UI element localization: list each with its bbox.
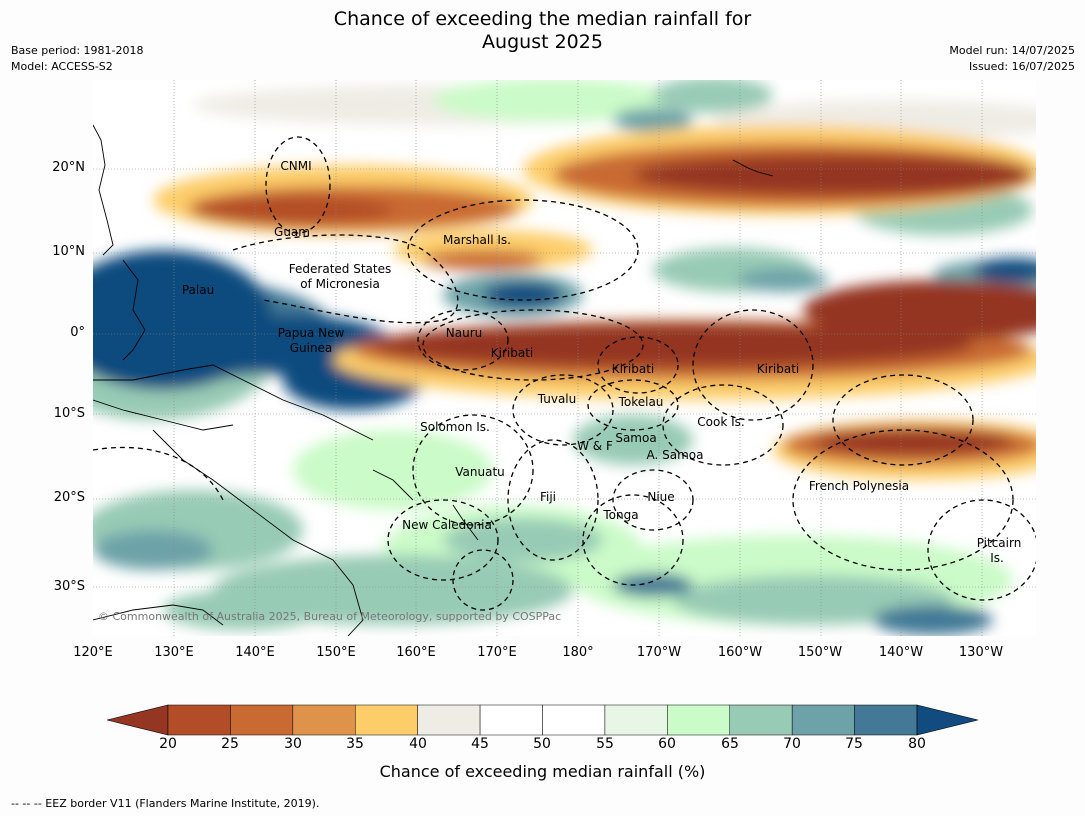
place-label: Tonga (603, 508, 639, 522)
colorbar-cell (791, 704, 855, 736)
place-label: Cook Is. (697, 415, 745, 429)
lon-tick-130e: 130°E (154, 645, 194, 660)
place-label: of Micronesia (300, 277, 380, 291)
colorbar-label: 45 (471, 736, 489, 752)
lon-tick-160e: 160°E (396, 645, 436, 660)
place-label: CNMI (280, 159, 312, 173)
model-run-date: Model run: 14/07/2025 (949, 44, 1075, 57)
place-label: Kiribati (756, 362, 800, 376)
colorbar-cell (355, 704, 418, 736)
place-label: New Caledonia (402, 518, 492, 532)
lon-tick-150e: 150°E (316, 645, 356, 660)
colorbar-cell (729, 704, 793, 736)
colorbar-cells (167, 704, 918, 736)
colorbar-title: Chance of exceeding median rainfall (%) (379, 762, 706, 781)
lon-tick-180: 180° (562, 645, 594, 660)
colorbar-cell (667, 704, 730, 736)
lon-tick-130w: 130°W (958, 645, 1004, 660)
place-label: Solomon Is. (420, 420, 490, 434)
colorbar-cell (167, 704, 231, 736)
colorbar-label: 55 (596, 736, 614, 752)
colorbar-low-arrow (107, 704, 169, 736)
colorbar-cell (604, 704, 668, 736)
place-label: Marshall Is. (443, 233, 511, 247)
colorbar-label: 40 (409, 736, 427, 752)
copyright-notice: © Commonwealth of Australia 2025, Bureau… (98, 610, 562, 623)
lon-tick-150w: 150°W (797, 645, 843, 660)
eez-legend-note: -- -- -- EEZ border V11 (Flanders Marine… (11, 797, 320, 810)
colorbar-label: 50 (533, 736, 551, 752)
place-label: A. Samoa (646, 448, 704, 462)
colorbar-cell (479, 704, 543, 736)
place-label: Vanuatu (455, 465, 505, 479)
colorbar-cell (542, 704, 606, 736)
place-label: W & F (577, 439, 613, 453)
lat-tick-0: 0° (70, 325, 85, 340)
colorbar (107, 704, 979, 736)
model-name: Model: ACCESS-S2 (11, 60, 113, 73)
lat-tick-20s: 20°S (53, 490, 85, 505)
lat-tick-10n: 10°N (52, 244, 85, 259)
place-label: Samoa (615, 431, 657, 445)
colorbar-label: 75 (845, 736, 863, 752)
lon-tick-170e: 170°E (477, 645, 517, 660)
place-label: Palau (181, 283, 215, 297)
place-label: Nauru (445, 326, 483, 340)
place-label: Papua New (277, 326, 345, 340)
place-label: Kiribati (490, 346, 534, 360)
lon-tick-170w: 170°W (636, 645, 682, 660)
place-label: Kiribati (611, 362, 655, 376)
lat-tick-30s: 30°S (53, 579, 85, 594)
lon-tick-160w: 160°W (717, 645, 763, 660)
place-label: French Polynesia (808, 479, 910, 493)
graticule (93, 80, 1036, 636)
lon-tick-120e: 120°E (73, 645, 113, 660)
colorbar-cell (854, 704, 918, 736)
place-label: Fiji (539, 490, 557, 504)
lon-tick-140e: 140°E (235, 645, 275, 660)
colorbar-cell (230, 704, 294, 736)
lat-tick-10s: 10°S (53, 406, 85, 421)
colorbar-label: 70 (783, 736, 801, 752)
lon-tick-140w: 140°W (878, 645, 924, 660)
issued-date: Issued: 16/07/2025 (968, 60, 1075, 73)
colorbar-label: 35 (346, 736, 364, 752)
colorbar-label: 65 (721, 736, 739, 752)
map-title-line2: August 2025 (482, 31, 603, 53)
rainfall-map (93, 80, 1036, 636)
map-title-line1: Chance of exceeding the median rainfall … (333, 8, 752, 30)
colorbar-label: 80 (908, 736, 926, 752)
lat-tick-20n: 20°N (52, 160, 85, 175)
place-label: Tokelau (618, 395, 664, 409)
colorbar-cell (292, 704, 356, 736)
colorbar-label: 30 (284, 736, 302, 752)
colorbar-cell (417, 704, 481, 736)
colorbar-high-arrow (916, 704, 979, 736)
base-period: Base period: 1981-2018 (11, 44, 144, 57)
place-label: Is. (990, 551, 1004, 565)
colorbar-label: 20 (159, 736, 177, 752)
place-label: Guam (274, 225, 310, 239)
place-label: Pitcairn (976, 536, 1022, 550)
eez-borders (93, 136, 1036, 611)
place-label: Tuvalu (537, 392, 577, 406)
place-label: Federated States (288, 262, 392, 276)
place-label: Guinea (289, 341, 333, 355)
colorbar-label: 60 (658, 736, 676, 752)
place-label: Niue (647, 490, 675, 504)
colorbar-label: 25 (221, 736, 239, 752)
